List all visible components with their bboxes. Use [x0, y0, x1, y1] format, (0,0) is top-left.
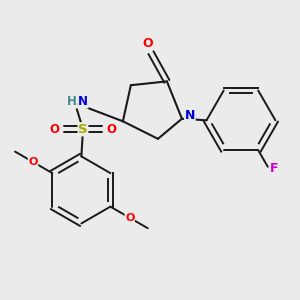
Text: O: O [49, 123, 59, 136]
Text: H: H [67, 95, 77, 108]
Text: O: O [142, 37, 153, 50]
Text: N: N [78, 95, 88, 108]
Text: F: F [270, 162, 278, 175]
Text: O: O [28, 157, 38, 167]
Text: O: O [125, 213, 134, 223]
Text: O: O [107, 123, 117, 136]
Text: S: S [78, 123, 88, 136]
Text: N: N [185, 109, 195, 122]
